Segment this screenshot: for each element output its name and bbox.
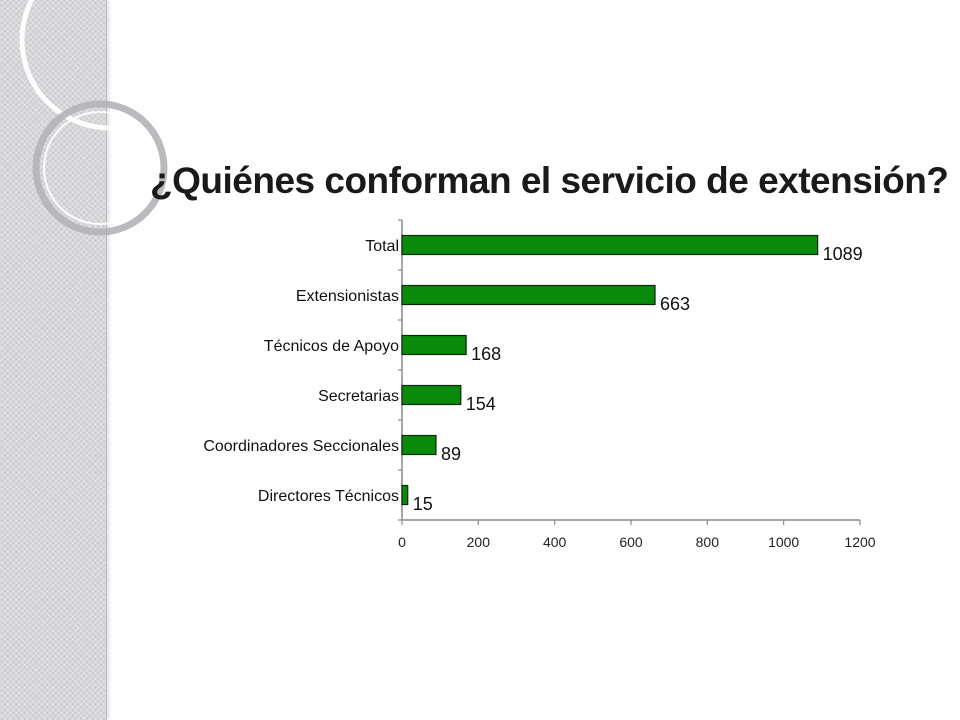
value-label: 15	[413, 494, 433, 514]
bar	[401, 284, 656, 306]
bar	[401, 334, 467, 356]
decorative-rings	[19, 0, 180, 236]
value-label: 168	[471, 344, 501, 364]
x-tick-label: 1000	[768, 534, 799, 550]
category-label: Técnicos de Apoyo	[264, 338, 399, 355]
bar	[401, 234, 819, 256]
chart-title: ¿Quiénes conforman el servicio de extens…	[150, 160, 949, 201]
category-label: Total	[365, 238, 399, 255]
x-tick-label: 400	[543, 534, 567, 550]
x-tick-label: 0	[398, 534, 406, 550]
category-label: Coordinadores Seccionales	[203, 438, 399, 455]
bar	[401, 384, 462, 406]
x-tick-label: 1200	[844, 534, 875, 550]
category-label: Extensionistas	[296, 288, 399, 305]
x-tick-label: 200	[467, 534, 491, 550]
outer-ring-arc	[19, 0, 180, 131]
x-tick-label: 800	[696, 534, 720, 550]
value-label: 154	[466, 394, 496, 414]
bar	[401, 434, 437, 456]
value-label: 1089	[823, 244, 863, 264]
lower-ring-inner-arc	[43, 111, 157, 225]
category-label: Secretarias	[318, 388, 399, 405]
category-label: Directores Técnicos	[258, 488, 399, 505]
value-label: 89	[441, 444, 461, 464]
lower-ring-arc	[32, 100, 168, 236]
bar	[401, 484, 409, 506]
x-tick-label: 600	[619, 534, 643, 550]
value-label: 663	[660, 294, 690, 314]
